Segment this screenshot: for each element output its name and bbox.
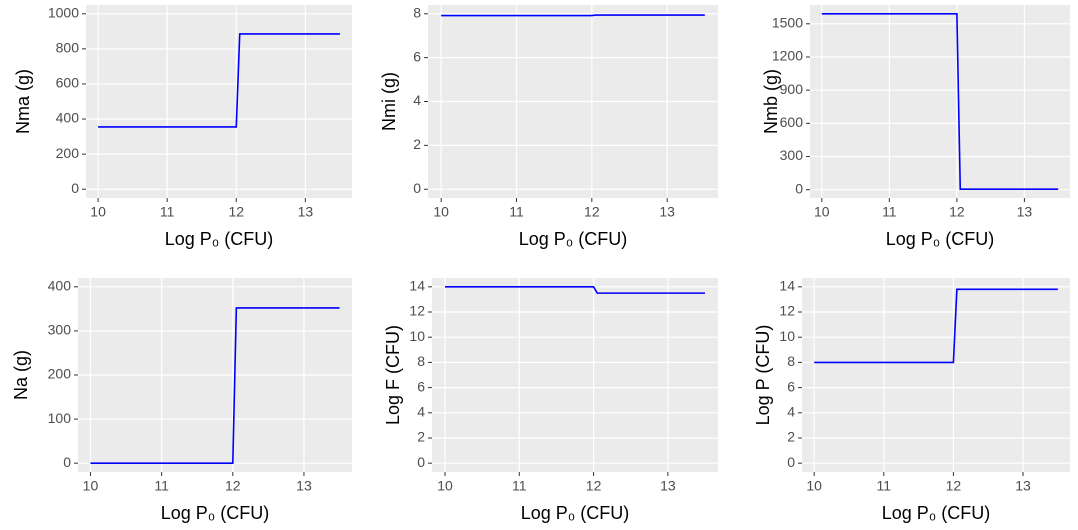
y-tick-label: 200 — [48, 366, 72, 382]
panel: 0 2 4 6 8 10 11 12 13 Log P₀ (CFU) Nmi (g) — [379, 4, 718, 249]
plot-background — [432, 278, 718, 472]
y-tick-label: 600 — [56, 75, 80, 91]
panel: 0 300 600 900 1200 1500 10 11 12 13 Log P₀ (CFU) Nm… — [761, 5, 1070, 249]
panel: 0 2 4 6 8 10 12 14 10 11 12 13 Log P₀ (CFU) Log P (CF… — [753, 278, 1070, 523]
x-axis-title: Log P₀ (CFU) — [165, 229, 274, 249]
x-tick-label: 12 — [586, 478, 602, 494]
y-tick-label: 0 — [63, 454, 71, 470]
x-axis-title: Log P₀ (CFU) — [519, 229, 628, 249]
y-tick-label: 2 — [413, 136, 421, 152]
y-tick-label: 4 — [413, 92, 421, 108]
data-line — [821, 13, 1059, 190]
y-tick-label: 14 — [779, 278, 795, 294]
y-tick-label: 200 — [56, 145, 80, 161]
plot-background — [810, 5, 1070, 198]
y-tick-label: 0 — [417, 454, 425, 470]
y-tick-label: 400 — [56, 110, 80, 126]
x-tick-label: 12 — [225, 478, 241, 494]
x-tick-label: 11 — [512, 478, 527, 494]
x-tick-label: 11 — [154, 478, 169, 494]
x-axis-title: Log P₀ (CFU) — [521, 503, 630, 523]
y-tick-label: 10 — [409, 328, 425, 344]
y-tick-label: 4 — [417, 403, 425, 419]
x-tick-label: 10 — [806, 478, 822, 494]
y-tick-label: 800 — [56, 40, 80, 56]
x-tick-label: 12 — [946, 478, 962, 494]
y-tick-label: 8 — [787, 353, 795, 369]
x-tick-label: 13 — [298, 204, 314, 220]
y-tick-label: 2 — [417, 429, 425, 445]
x-tick-label: 10 — [814, 204, 830, 220]
y-tick-label: 0 — [795, 180, 803, 196]
x-tick-label: 13 — [660, 478, 676, 494]
y-axis-title: Nma (g) — [13, 69, 33, 134]
y-tick-label: 600 — [780, 114, 804, 130]
y-axis-title: Na (g) — [11, 350, 31, 400]
y-tick-label: 6 — [413, 48, 421, 64]
y-tick-label: 1200 — [772, 48, 803, 64]
y-tick-label: 8 — [417, 353, 425, 369]
y-tick-label: 12 — [409, 303, 425, 319]
panel: 0 2 4 6 8 10 12 14 10 11 12 13 Log P₀ (CFU) Log F (CF… — [383, 278, 718, 523]
y-tick-label: 300 — [780, 147, 804, 163]
y-axis-title: Log P (CFU) — [753, 325, 773, 426]
y-tick-label: 4 — [787, 403, 795, 419]
y-tick-label: 900 — [780, 81, 804, 97]
y-tick-label: 2 — [787, 429, 795, 445]
data-line — [90, 307, 340, 464]
panel: 0 200 400 600 800 1000 10 11 12 13 Log P₀ (CFU) Nma… — [13, 4, 352, 249]
x-axis-title: Log P₀ (CFU) — [886, 229, 995, 249]
data-line — [814, 288, 1058, 364]
plot-background — [86, 5, 352, 198]
x-tick-label: 13 — [659, 204, 675, 220]
x-tick-label: 10 — [90, 204, 106, 220]
x-axis-title: Log P₀ (CFU) — [882, 503, 991, 523]
y-tick-label: 100 — [48, 410, 72, 426]
y-tick-label: 10 — [779, 328, 795, 344]
y-tick-label: 400 — [48, 278, 72, 294]
x-tick-label: 11 — [882, 204, 897, 220]
x-tick-label: 11 — [877, 478, 892, 494]
x-tick-label: 12 — [584, 204, 600, 220]
y-tick-label: 6 — [417, 378, 425, 394]
y-tick-label: 1500 — [772, 15, 803, 31]
y-tick-label: 0 — [787, 454, 795, 470]
y-tick-label: 0 — [413, 180, 421, 196]
y-axis-title: Nmi (g) — [379, 72, 399, 131]
data-line — [445, 286, 705, 294]
plot-background — [802, 278, 1070, 472]
y-tick-label: 6 — [787, 378, 795, 394]
y-tick-label: 300 — [48, 322, 72, 338]
x-tick-label: 13 — [1017, 204, 1033, 220]
panel: 0 100 200 300 400 10 11 12 13 Log P₀ (CFU) Na (g) — [11, 278, 352, 523]
x-tick-label: 11 — [160, 204, 175, 220]
data-line — [98, 33, 340, 128]
y-axis-title: Nmb (g) — [761, 69, 781, 134]
x-tick-label: 13 — [296, 478, 312, 494]
x-tick-label: 12 — [228, 204, 244, 220]
x-tick-label: 10 — [433, 204, 449, 220]
y-tick-label: 1000 — [48, 4, 79, 20]
x-tick-label: 10 — [83, 478, 99, 494]
y-tick-label: 8 — [413, 4, 421, 20]
y-axis-title: Log F (CFU) — [383, 325, 403, 425]
x-axis-title: Log P₀ (CFU) — [161, 503, 270, 523]
y-tick-label: 14 — [409, 278, 425, 294]
x-tick-label: 12 — [949, 204, 965, 220]
x-tick-label: 11 — [509, 204, 524, 220]
x-tick-label: 13 — [1015, 478, 1031, 494]
y-tick-label: 0 — [71, 180, 79, 196]
y-tick-label: 12 — [779, 303, 795, 319]
x-tick-label: 10 — [437, 478, 453, 494]
